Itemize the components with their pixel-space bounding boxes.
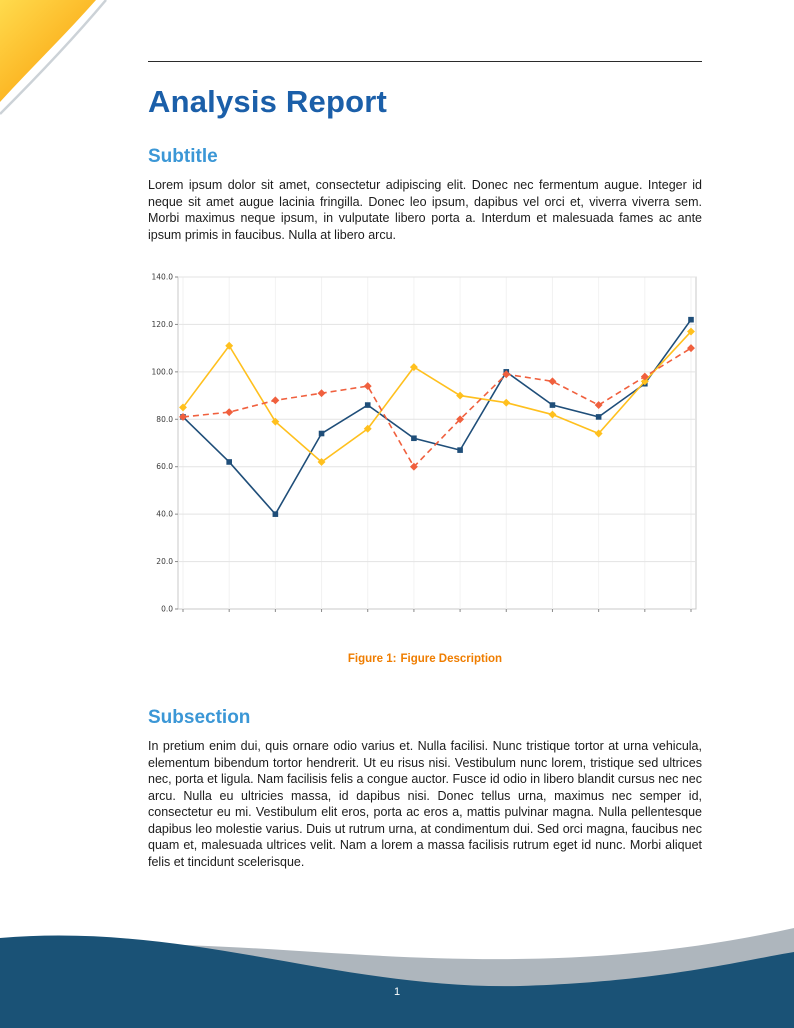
section-heading-subsection: Subsection [148, 707, 251, 728]
paragraph-intro: Lorem ipsum dolor sit amet, consectetur … [148, 178, 702, 242]
svg-text:0.0: 0.0 [161, 605, 173, 614]
svg-text:40.0: 40.0 [156, 510, 173, 519]
footer-wave: 1 [0, 916, 794, 1028]
section-heading-subtitle: Subtitle [148, 146, 218, 167]
svg-text:20.0: 20.0 [156, 557, 173, 566]
figure-caption-label: Figure 1: [347, 653, 397, 665]
report-title: Analysis Report [148, 84, 388, 119]
svg-text:80.0: 80.0 [156, 415, 173, 424]
corner-swoosh-decoration [0, 0, 107, 115]
page-number: 1 [393, 986, 401, 998]
paragraph-subsection: In pretium enim dui, quis ornare odio va… [148, 739, 702, 869]
line-chart: 0.0 20.0 40.0 60.0 80.0 100.0 120.0 140.0 [152, 273, 697, 614]
svg-text:100.0: 100.0 [152, 367, 174, 376]
figure-caption-text: Figure Description [400, 653, 503, 665]
svg-text:120.0: 120.0 [152, 320, 174, 329]
svg-text:60.0: 60.0 [156, 462, 173, 471]
footer-wave-navy [0, 935, 794, 1028]
figure-1: 0.0 20.0 40.0 60.0 80.0 100.0 120.0 140.0 Figur… [148, 267, 702, 665]
figure-caption: Figure 1: Figure Description [148, 653, 702, 665]
top-rule [148, 61, 702, 62]
footer-wave-graphic [0, 928, 794, 1028]
svg-text:140.0: 140.0 [152, 273, 174, 282]
report-content: Analysis Report Subtitle Lorem ipsum dol… [148, 0, 702, 870]
